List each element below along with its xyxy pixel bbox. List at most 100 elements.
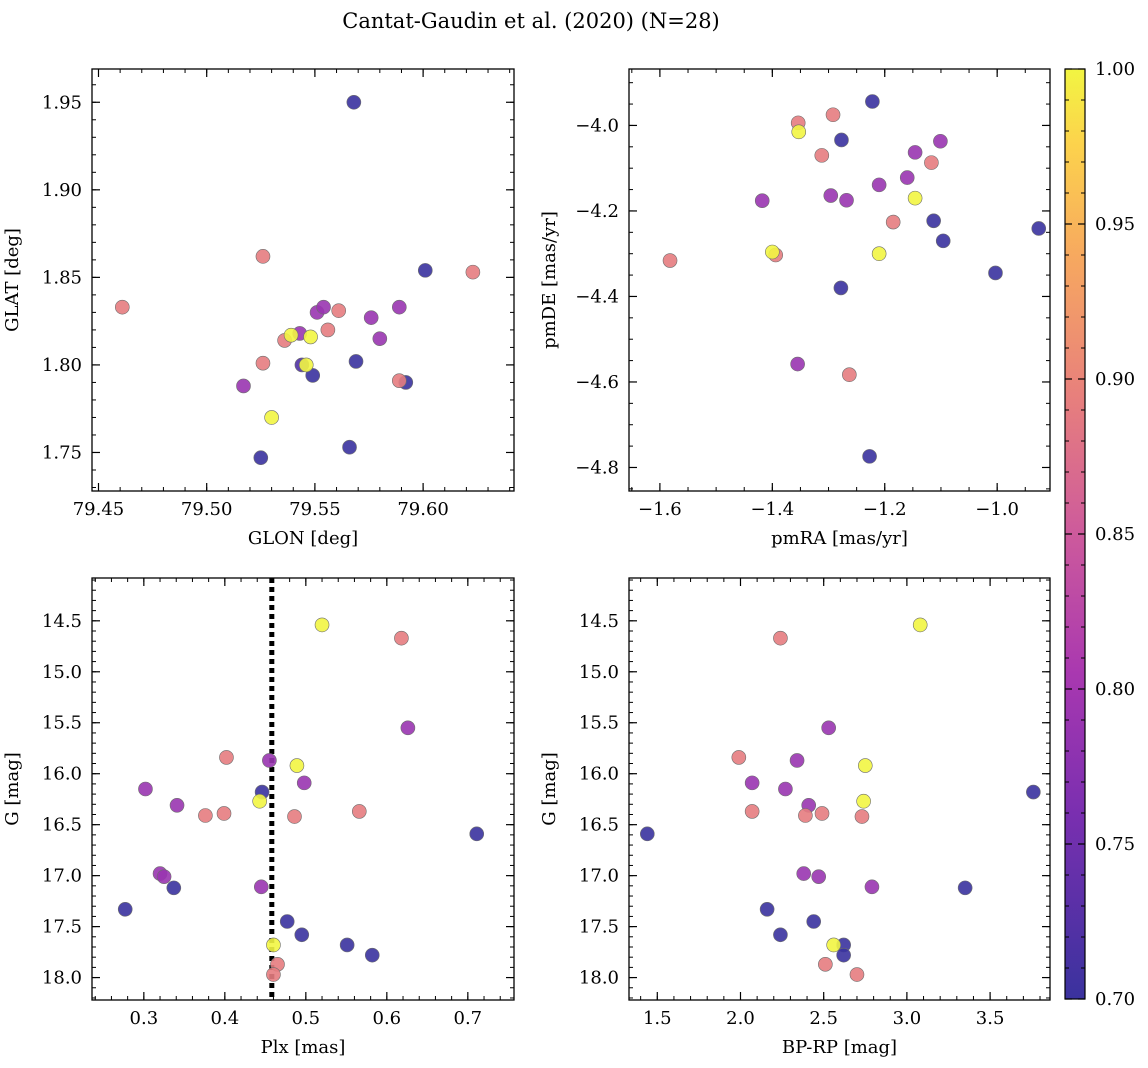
scatter-point — [839, 192, 854, 208]
scatter-point — [834, 132, 849, 148]
scatter-point — [912, 617, 928, 633]
y-tick-label: 1.75 — [42, 442, 82, 463]
scatter-point — [400, 720, 416, 736]
scatter-point — [811, 869, 826, 884]
scatter-point — [924, 155, 939, 170]
y-tick-label: 16.0 — [579, 764, 619, 785]
scatter-point — [342, 439, 357, 455]
scatter-point — [417, 263, 433, 278]
scatter-point — [862, 449, 877, 464]
scatter-point — [296, 775, 312, 791]
y-tick-label: 18.0 — [42, 968, 82, 989]
x-tick-label: 1.5 — [643, 1008, 672, 1029]
scatter-point — [166, 880, 182, 896]
scatter-point — [1026, 784, 1041, 800]
y-tick-label: 15.0 — [579, 662, 619, 683]
axes-frame — [628, 68, 1051, 492]
scatter-point — [138, 781, 153, 797]
colorbar-tick-label: 0.85 — [1095, 524, 1135, 545]
y-axis-label: G [mag] — [539, 752, 560, 825]
scatter-point — [957, 880, 973, 896]
scatter-point — [253, 879, 269, 895]
scatter-point — [662, 253, 678, 268]
y-axis-label: pmDE [mas/yr] — [539, 211, 560, 349]
scatter-point — [731, 750, 747, 765]
y-axis-label: G [mag] — [2, 752, 23, 825]
scatter-point — [825, 107, 841, 123]
scatter-point — [836, 947, 851, 963]
scatter-point — [236, 378, 251, 394]
axes-frame — [91, 68, 515, 492]
scatter-point — [773, 630, 788, 646]
x-tick-label: −1.4 — [750, 499, 794, 520]
colorbar: 0.70 0.75 0.80 0.85 0.90 0.95 1.00 — [1064, 59, 1135, 1010]
y-axis-label: GLAT [deg] — [2, 228, 23, 332]
colorbar-tick-label: 0.70 — [1095, 989, 1135, 1010]
y-tick-label: 17.5 — [579, 917, 619, 938]
x-tick-label: 0.7 — [454, 1008, 483, 1029]
scatter-point — [169, 798, 185, 813]
axes-frame — [628, 577, 1051, 1001]
scatter-point — [392, 373, 407, 388]
panel-plx-g: 0.3 0.4 0.5 0.6 0.7 14.5 15.0 15.5 16.0 16.5 17.0 1… — [2, 577, 515, 1058]
scatter-point — [754, 193, 770, 208]
scatter-point — [833, 280, 849, 296]
scatter-point — [346, 94, 362, 110]
colorbar-tick-label: 1.00 — [1095, 59, 1135, 80]
y-tick-label: −4.4 — [575, 286, 619, 307]
y-tick-label: 15.0 — [42, 662, 82, 683]
scatter-point — [814, 148, 830, 163]
scatter-point — [988, 265, 1003, 281]
scatter-point — [117, 901, 133, 917]
y-tick-label: 17.0 — [42, 866, 82, 887]
scatter-point — [219, 750, 234, 765]
y-tick-label: −4.6 — [575, 372, 619, 393]
x-tick-label: 2.0 — [726, 1008, 755, 1029]
scatter-point — [926, 213, 941, 229]
x-tick-label: 2.5 — [809, 1008, 838, 1029]
scatter-point — [216, 806, 232, 821]
scatter-point — [907, 145, 923, 160]
x-tick-label: −1.6 — [638, 499, 682, 520]
colorbar-tick-label: 0.75 — [1095, 834, 1135, 855]
scatter-point — [394, 630, 409, 646]
scatter-point — [469, 826, 485, 842]
panel-bprp-g: 1.5 2.0 2.5 3.0 3.5 14.5 15.0 15.5 16.0 16.5 17.0 1… — [539, 577, 1051, 1058]
scatter-point — [778, 781, 793, 797]
scatter-point — [255, 249, 271, 264]
scatter-point — [864, 879, 880, 895]
scatter-point — [773, 927, 788, 943]
y-tick-label: −4.0 — [575, 115, 619, 136]
scatter-point — [759, 901, 775, 917]
y-tick-label: 16.0 — [42, 764, 82, 785]
y-tick-label: 16.5 — [42, 815, 82, 836]
scatter-point — [266, 967, 281, 982]
scatter-point — [821, 720, 836, 736]
scatter-point — [907, 190, 923, 206]
scatter-point — [392, 299, 407, 315]
x-axis-label: BP-RP [mag] — [782, 1037, 897, 1058]
scatter-point — [198, 808, 213, 823]
colorbar-tick-label: 0.90 — [1095, 369, 1135, 390]
scatter-point — [744, 775, 760, 791]
x-tick-label: 79.45 — [73, 499, 125, 520]
scatter-point — [287, 809, 302, 824]
x-tick-label: 0.6 — [373, 1008, 402, 1029]
scatter-point — [264, 410, 279, 425]
figure-title: Cantat-Gaudin et al. (2020) (N=28) — [342, 9, 720, 33]
scatter-point — [791, 124, 807, 140]
scatter-point — [253, 450, 269, 466]
x-tick-label: −1.2 — [863, 499, 907, 520]
scatter-point — [871, 246, 887, 262]
x-axis-label: GLON [deg] — [248, 528, 358, 549]
scatter-point — [331, 303, 347, 318]
x-tick-label: 3.0 — [893, 1008, 922, 1029]
scatter-point — [351, 804, 367, 819]
x-tick-label: 0.5 — [292, 1008, 321, 1029]
scatter-point — [933, 133, 948, 149]
x-tick-label: 0.3 — [130, 1008, 159, 1029]
scatter-point — [854, 809, 870, 824]
colorbar-tick-label: 0.80 — [1095, 679, 1135, 700]
scatter-point — [255, 355, 271, 371]
scatter-point — [814, 806, 830, 821]
